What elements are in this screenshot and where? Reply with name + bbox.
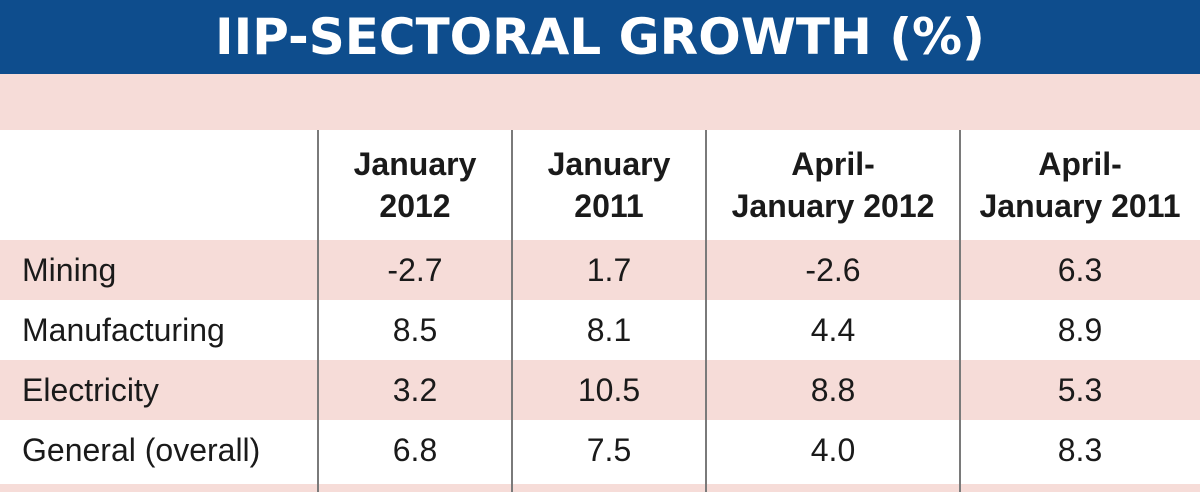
footer-band	[0, 484, 1200, 492]
column-header: January 2011	[512, 130, 706, 240]
column-divider	[705, 130, 707, 492]
data-table: January 2012 January 2011 April- January 2012…	[0, 130, 1200, 492]
table-cell: 6.3	[1057, 252, 1103, 288]
column-header-line: 2012	[379, 188, 451, 224]
column-header-line: January 2011	[979, 188, 1181, 224]
row-label: Manufacturing	[22, 312, 225, 348]
table-cell: 1.7	[586, 252, 632, 288]
row-label: Mining	[22, 252, 117, 288]
table-cell: 8.1	[586, 312, 632, 348]
table-cell: 8.3	[1057, 432, 1103, 468]
chart-title: IIP-SECTORAL GROWTH (%)	[214, 8, 986, 66]
title-bar: IIP-SECTORAL GROWTH (%)	[0, 0, 1200, 74]
column-header-line: April-	[1038, 146, 1122, 182]
table-cell: -2.6	[805, 252, 861, 288]
column-header-line: January 2012	[731, 188, 935, 224]
table-cell: 4.4	[810, 312, 856, 348]
column-header: April- January 2011	[960, 130, 1200, 240]
column-header-line: January	[547, 146, 671, 182]
column-divider	[317, 130, 319, 492]
row-label: Electricity	[22, 372, 159, 408]
table-row	[0, 300, 1200, 360]
column-header-line: January	[353, 146, 477, 182]
table-cell: 8.8	[810, 372, 856, 408]
column-divider	[511, 130, 513, 492]
table-cell: -2.7	[387, 252, 443, 288]
column-header: April- January 2012	[706, 130, 960, 240]
header-row	[0, 130, 1200, 240]
table-cell: 8.9	[1057, 312, 1103, 348]
table-cell: 3.2	[392, 372, 438, 408]
column-header: January 2012	[318, 130, 512, 240]
table-cell: 4.0	[810, 432, 856, 468]
table-row	[0, 240, 1200, 300]
table-row	[0, 420, 1200, 480]
table-cell: 8.5	[392, 312, 438, 348]
table-cell: 7.5	[586, 432, 632, 468]
column-header-line: April-	[791, 146, 875, 182]
column-header-line: 2011	[574, 188, 644, 224]
table-cell: 6.8	[392, 432, 438, 468]
table-row	[0, 360, 1200, 420]
row-label: General (overall)	[22, 432, 261, 468]
column-divider	[959, 130, 961, 492]
table-cell: 5.3	[1057, 372, 1103, 408]
title-band	[0, 74, 1200, 130]
table-cell: 10.5	[577, 372, 641, 408]
